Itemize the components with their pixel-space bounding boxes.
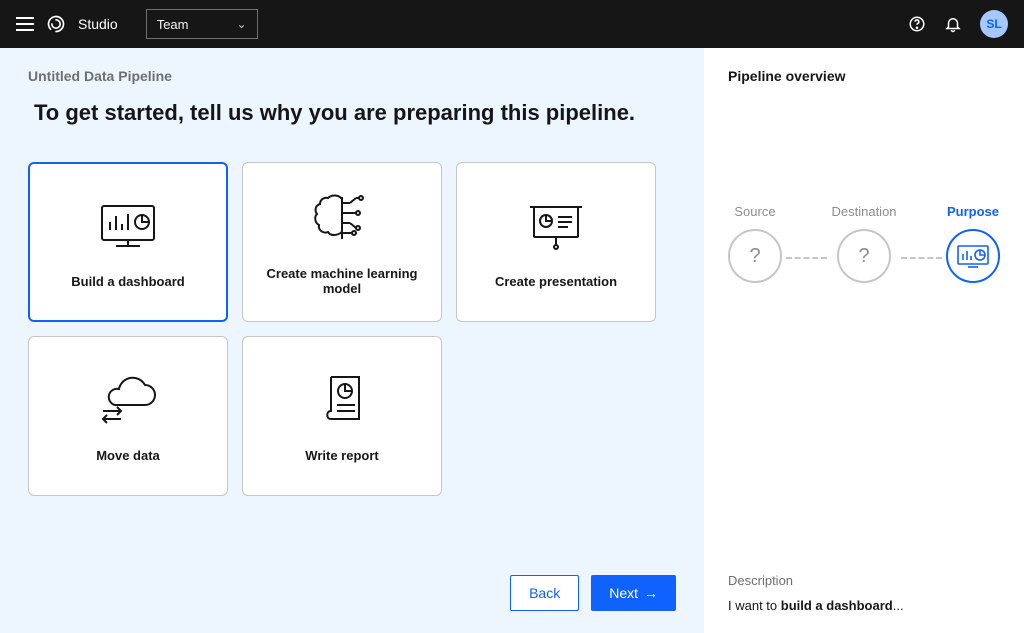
main-panel: Untitled Data Pipeline To get started, t… xyxy=(0,48,704,633)
card-label: Build a dashboard xyxy=(71,274,184,289)
connector-line xyxy=(901,257,942,259)
card-label: Write report xyxy=(305,448,378,463)
step-destination-circle: ? xyxy=(837,229,891,283)
description-text: I want to build a dashboard... xyxy=(728,598,1000,613)
card-build-dashboard[interactable]: Build a dashboard xyxy=(28,162,228,322)
description-label: Description xyxy=(728,573,1000,588)
overview-title: Pipeline overview xyxy=(728,68,1000,84)
purpose-cards: Build a dashboard Create machine learnin… xyxy=(28,162,676,496)
topbar: Studio Team ⌄ SL xyxy=(0,0,1024,48)
card-move-data[interactable]: Move data xyxy=(28,336,228,496)
team-dropdown-label: Team xyxy=(157,17,189,32)
description-block: Description I want to build a dashboard.… xyxy=(728,573,1000,613)
chevron-down-icon: ⌄ xyxy=(237,17,247,31)
overview-panel: Pipeline overview Source ? Destination ?… xyxy=(704,48,1024,633)
step-source-circle: ? xyxy=(728,229,782,283)
arrow-right-icon: → xyxy=(644,585,658,601)
card-label: Move data xyxy=(96,448,160,463)
next-button[interactable]: Next → xyxy=(591,575,676,611)
card-presentation[interactable]: Create presentation xyxy=(456,162,656,322)
back-button[interactable]: Back xyxy=(510,575,579,611)
help-icon[interactable] xyxy=(908,15,926,33)
card-label: Create presentation xyxy=(495,274,617,289)
connector-line xyxy=(786,257,827,259)
product-logo-icon xyxy=(46,14,66,34)
team-dropdown[interactable]: Team ⌄ xyxy=(146,9,258,39)
pipeline-steps: Source ? Destination ? Purpose xyxy=(728,204,1000,283)
dashboard-icon xyxy=(96,196,160,256)
page-heading: To get started, tell us why you are prep… xyxy=(34,100,676,126)
brain-icon xyxy=(307,188,377,248)
product-name: Studio xyxy=(78,16,118,32)
step-destination: Destination ? xyxy=(831,204,896,283)
report-icon xyxy=(315,370,369,430)
menu-icon[interactable] xyxy=(16,17,34,31)
step-purpose: Purpose xyxy=(946,204,1000,283)
user-avatar[interactable]: SL xyxy=(980,10,1008,38)
card-label: Create machine learning model xyxy=(255,266,429,296)
step-source: Source ? xyxy=(728,204,782,283)
notifications-icon[interactable] xyxy=(944,15,962,33)
card-write-report[interactable]: Write report xyxy=(242,336,442,496)
presentation-icon xyxy=(526,196,586,256)
pipeline-title: Untitled Data Pipeline xyxy=(28,68,676,84)
card-ml-model[interactable]: Create machine learning model xyxy=(242,162,442,322)
step-purpose-circle xyxy=(946,229,1000,283)
cloud-transfer-icon xyxy=(93,370,163,430)
